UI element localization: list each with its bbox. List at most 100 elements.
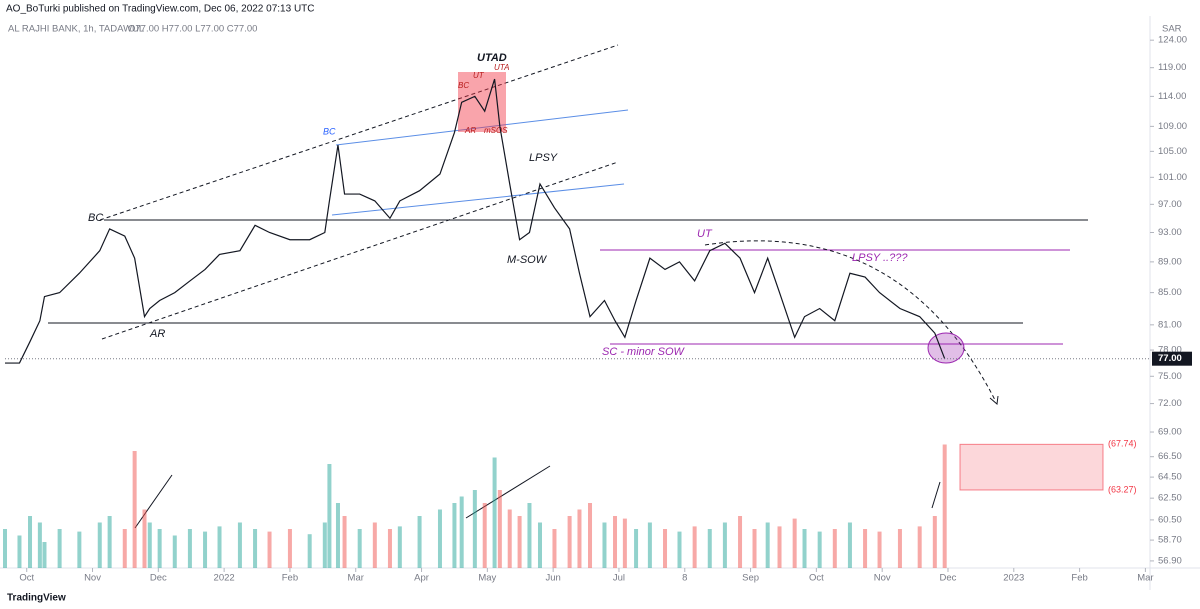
drawings — [48, 44, 1088, 529]
volume-bar — [527, 503, 532, 568]
annotation: UT — [697, 228, 713, 240]
volume-bar — [552, 529, 557, 568]
volume-bar — [537, 522, 542, 568]
volume-bar — [77, 531, 82, 568]
volume-bar — [107, 516, 112, 568]
volume-bar — [187, 529, 192, 568]
y-tick-label: 93.00 — [1158, 227, 1182, 238]
volume-bar — [663, 529, 668, 568]
target-label: (67.74) — [1108, 439, 1137, 449]
arrow — [931, 481, 941, 509]
volume-bar — [897, 529, 902, 568]
x-tick-label: Dec — [150, 573, 167, 584]
volume-bar — [237, 522, 242, 568]
volume-bar — [517, 516, 522, 568]
volume-bar — [832, 529, 837, 568]
y-tick-label: 114.00 — [1158, 91, 1186, 102]
y-tick-label: 97.00 — [1158, 199, 1182, 210]
x-tick-label: Jul — [613, 573, 625, 584]
volume-bar — [752, 529, 757, 568]
volume-bar — [588, 503, 593, 568]
volume-bar — [877, 531, 882, 568]
y-tick-label: 62.50 — [1158, 493, 1182, 504]
volume-bar — [847, 522, 852, 568]
x-tick-label: 2022 — [214, 573, 235, 584]
volume-bar — [802, 529, 807, 568]
y-tick-label: 64.50 — [1158, 472, 1182, 483]
annotation: SC - minor SOW — [602, 346, 686, 358]
x-tick-label: Feb — [1071, 573, 1087, 584]
volume-bar — [932, 516, 937, 568]
highlight-ellipse — [927, 332, 965, 364]
utad-box — [458, 72, 506, 132]
last-price-label: 77.00 — [1158, 353, 1182, 364]
volume-bar — [172, 535, 177, 568]
x-tick-label: Nov — [84, 573, 101, 584]
y-tick-label: 119.00 — [1158, 62, 1186, 73]
annotation: AR — [149, 328, 165, 340]
publisher: AO_BoTurki published on TradingView.com,… — [6, 4, 315, 15]
annotation: BC — [88, 212, 103, 224]
volume-bar — [267, 531, 272, 568]
ohlc: O77.00 H77.00 L77.00 C77.00 — [128, 24, 257, 35]
x-tick-label: 8 — [682, 573, 687, 584]
volume-bar — [917, 526, 922, 568]
volume-bar — [203, 531, 208, 568]
x-tick-label: Mar — [1137, 573, 1153, 584]
volume-bar — [863, 529, 868, 568]
projection-curve — [704, 240, 996, 401]
y-tick-label: 109.00 — [1158, 121, 1187, 132]
volume-bar — [622, 518, 627, 568]
volume-bar — [738, 516, 743, 568]
y-tick-label: 85.00 — [1158, 287, 1182, 298]
arrow — [134, 474, 173, 529]
annotation: UT — [473, 71, 485, 80]
volume-bar — [817, 531, 822, 568]
blue-line — [331, 183, 625, 216]
volume-bar — [452, 503, 457, 568]
volume-bar — [357, 529, 362, 568]
volume-bar — [253, 529, 258, 568]
volume-bar — [97, 522, 102, 568]
target-box — [959, 443, 1104, 491]
volume-bar — [132, 451, 137, 568]
volume-bar — [507, 509, 512, 568]
annotation: UTAD — [477, 52, 507, 64]
y-tick-label: 60.50 — [1158, 514, 1182, 525]
volume-bar — [482, 503, 487, 568]
x-tick-label: Jun — [545, 573, 560, 584]
volume-bar — [602, 522, 607, 568]
volume-bar — [397, 526, 402, 568]
volume-bar — [634, 529, 639, 568]
volume-bar — [322, 522, 327, 568]
volume-bar — [287, 529, 292, 568]
footer-brand: TradingView — [7, 593, 66, 604]
y-tick-label: 66.50 — [1158, 451, 1182, 462]
volume-bar — [647, 522, 652, 568]
volume-bar — [677, 531, 682, 568]
volume-bar — [387, 529, 392, 568]
volume-bar — [342, 516, 347, 568]
annotation: BC — [323, 126, 336, 136]
volume-bar — [147, 522, 152, 568]
x-tick-label: Oct — [19, 573, 34, 584]
volume-bar — [942, 444, 947, 568]
target-label: (63.27) — [1108, 484, 1137, 494]
y-tick-label: 58.70 — [1158, 535, 1182, 546]
volume-bar — [17, 535, 22, 568]
volume-bar — [459, 496, 464, 568]
annotation: BC — [458, 81, 469, 90]
volume-bar — [492, 457, 497, 568]
volume-bar — [28, 516, 33, 568]
x-tick-label: 2023 — [1003, 573, 1024, 584]
y-tick-label: 56.90 — [1158, 555, 1182, 566]
volume-bar — [335, 503, 340, 568]
volume-bar — [122, 529, 127, 568]
x-tick-label: Nov — [874, 573, 891, 584]
volume-bar — [57, 529, 62, 568]
volume-bar — [472, 490, 477, 568]
y-tick-label: 72.00 — [1158, 398, 1182, 409]
volume-bar — [372, 522, 377, 568]
